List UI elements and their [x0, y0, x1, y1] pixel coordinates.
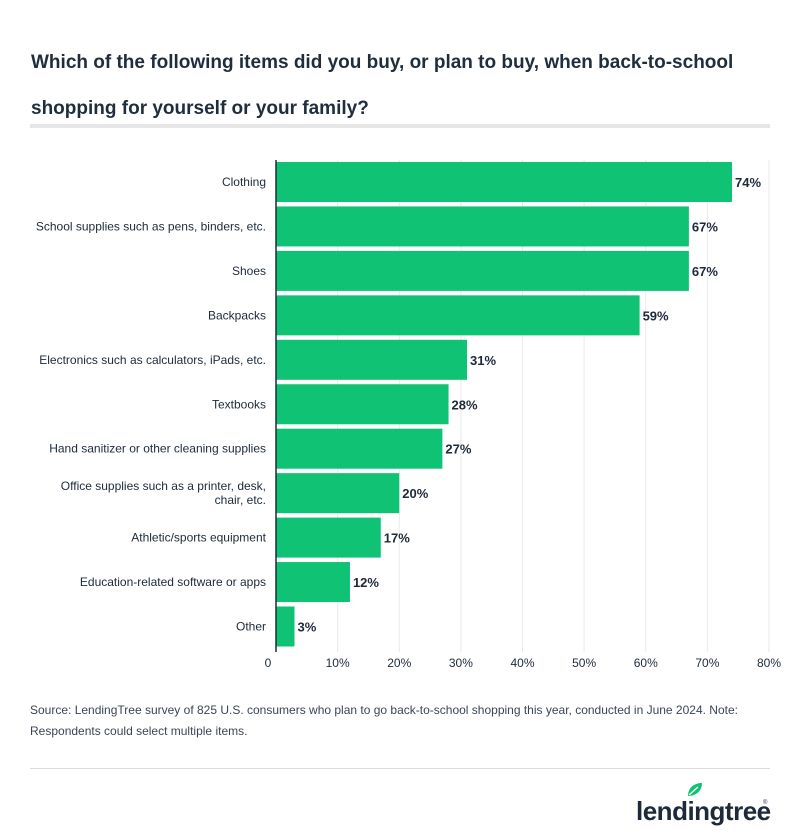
category-label: Electronics such as calculators, iPads, …	[39, 353, 266, 367]
bar	[276, 384, 449, 425]
footer-divider	[30, 768, 770, 769]
x-tick-label: 10%	[326, 656, 350, 670]
bar	[276, 428, 443, 469]
x-tick-label: 80%	[757, 656, 781, 670]
value-label: 27%	[445, 442, 471, 457]
category-label: Athletic/sports equipment	[131, 531, 266, 545]
x-tick-label: 40%	[510, 656, 534, 670]
bar	[276, 517, 381, 558]
x-tick-label: 50%	[572, 656, 596, 670]
registered-mark-icon: ®	[763, 800, 768, 806]
value-label: 12%	[353, 575, 379, 590]
category-label: Education-related software or apps	[80, 575, 266, 589]
leaf-icon	[688, 783, 702, 796]
x-tick-label: 70%	[695, 656, 719, 670]
bar	[276, 606, 295, 647]
x-tick-label: 0	[265, 656, 272, 670]
category-label: Backpacks	[208, 308, 266, 322]
value-label: 3%	[297, 620, 316, 635]
title-divider	[30, 124, 770, 128]
category-label: Hand sanitizer or other cleaning supplie…	[49, 442, 266, 456]
bar-chart: 0 10% 20% 30% 40% 50% 60% 70% 80% Clothing 74% Scho…	[36, 160, 781, 670]
bar	[276, 295, 640, 336]
x-tick-label: 30%	[449, 656, 473, 670]
bar	[276, 162, 733, 202]
category-label: Shoes	[232, 264, 266, 278]
value-label: 28%	[452, 397, 478, 412]
bar	[276, 562, 350, 603]
value-label: 31%	[470, 353, 496, 368]
category-label: Office supplies such as a printer, desk,…	[61, 479, 266, 507]
x-tick-label: 20%	[387, 656, 411, 670]
category-label: School supplies such as pens, binders, e…	[36, 219, 266, 233]
value-label: 74%	[735, 175, 761, 190]
lendingtree-logo[interactable]: lendingtree ®	[636, 782, 772, 828]
value-label: 67%	[692, 219, 718, 234]
value-label: 67%	[692, 264, 718, 279]
bar	[276, 339, 468, 380]
category-label: Other	[236, 620, 266, 634]
source-note: Source: LendingTree survey of 825 U.S. c…	[30, 703, 738, 738]
category-label: Clothing	[222, 175, 266, 189]
bar	[276, 473, 400, 514]
value-label: 59%	[643, 308, 669, 323]
value-label: 17%	[384, 531, 410, 546]
chart-title: Which of the following items did you buy…	[31, 52, 734, 119]
bar	[276, 206, 689, 247]
category-label: Textbooks	[212, 397, 266, 411]
x-tick-label: 60%	[634, 656, 658, 670]
logo-text: lendingtree	[636, 796, 771, 826]
value-label: 20%	[402, 486, 428, 501]
bar	[276, 250, 689, 291]
